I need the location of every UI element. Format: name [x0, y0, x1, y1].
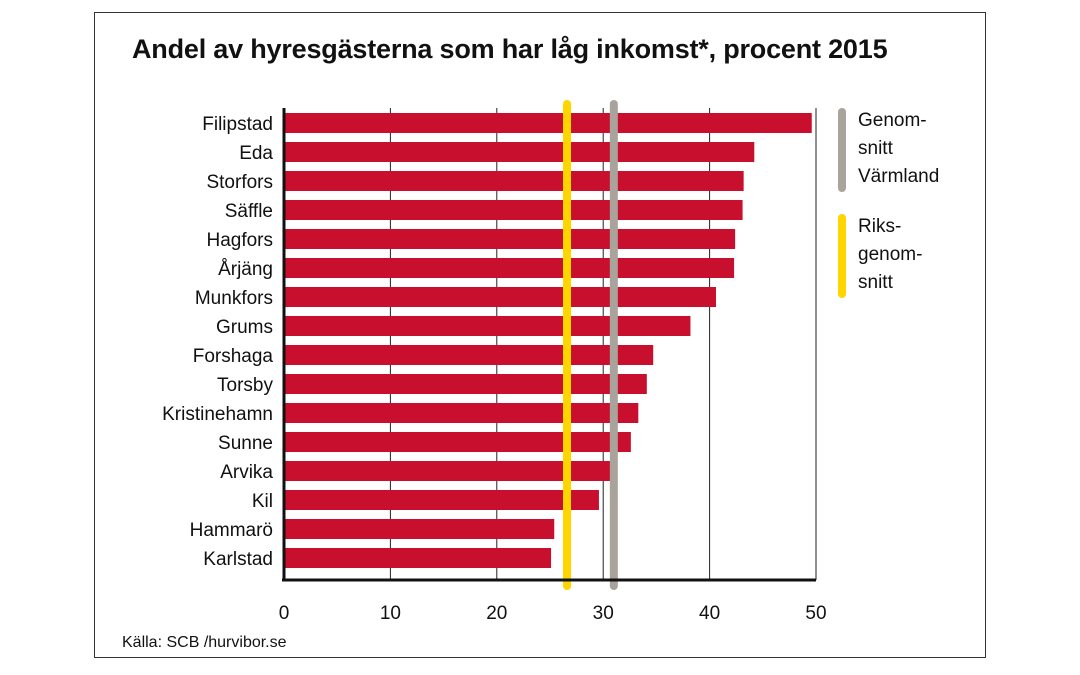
tick-labels: 0 10 20 30 40 50: [279, 603, 827, 624]
x-tick-label: 30: [593, 603, 614, 624]
bar: [284, 258, 735, 278]
source-note: Källa: SCB /hurvibor.se: [122, 634, 287, 651]
legend-label: genom-: [858, 244, 922, 265]
bar: [284, 316, 691, 336]
bar: [284, 403, 639, 423]
category-label: Torsby: [217, 375, 273, 396]
category-label: Eda: [239, 143, 273, 164]
category-label: Kil: [252, 491, 273, 512]
reference-lines: [563, 100, 618, 590]
category-label: Sunne: [218, 433, 273, 454]
x-tick-label: 10: [380, 603, 401, 624]
legend: Genom-snitt Värmland Riks-genom-snitt: [838, 108, 939, 298]
category-label: Kristinehamn: [162, 404, 273, 425]
legend-label: snitt: [858, 138, 894, 159]
legend-label: Värmland: [858, 166, 939, 187]
category-label: Munkfors: [195, 288, 273, 309]
category-label: Hammarö: [190, 520, 273, 541]
category-label: Arvika: [220, 462, 273, 483]
category-label: Storfors: [206, 172, 273, 193]
bar: [284, 519, 555, 539]
category-label: Årjäng: [218, 259, 273, 280]
bar: [284, 113, 812, 133]
axis: [282, 108, 816, 582]
category-label: Grums: [216, 317, 273, 338]
category-label: Karlstad: [203, 549, 273, 570]
category-label: Forshaga: [193, 346, 274, 367]
bar: [284, 374, 647, 394]
chart-title: Andel av hyresgästerna som har låg inkom…: [132, 34, 888, 64]
legend-label: snitt: [858, 272, 894, 293]
x-tick-label: 0: [279, 603, 290, 624]
bar: [284, 287, 716, 307]
legend-label: Genom-: [858, 110, 927, 131]
bar: [284, 345, 654, 365]
bar: [284, 142, 755, 162]
bar: [284, 200, 743, 220]
x-tick-label: 50: [805, 603, 826, 624]
legend-label: Riks-: [858, 216, 901, 237]
category-label: Filipstad: [202, 114, 273, 135]
x-tick-label: 20: [486, 603, 507, 624]
chart-frame: [94, 12, 986, 658]
bar: [284, 432, 631, 452]
bar: [284, 229, 736, 249]
x-tick-label: 40: [699, 603, 720, 624]
category-label: Hagfors: [206, 230, 273, 251]
bars: [284, 113, 812, 568]
bar: [284, 548, 552, 568]
category-label: Säffle: [225, 201, 273, 222]
bar: [284, 490, 599, 510]
bar: [284, 461, 612, 481]
category-labels: Filipstad Eda Storfors Säffle Hagfors Årjäng M…: [162, 114, 273, 570]
bar: [284, 171, 744, 191]
